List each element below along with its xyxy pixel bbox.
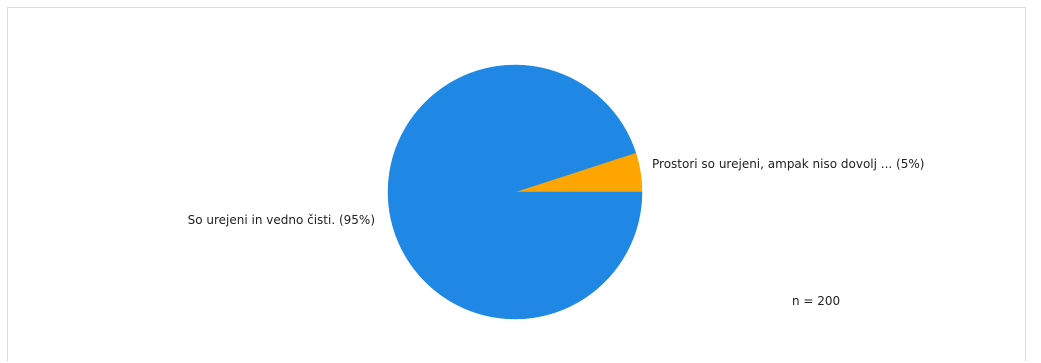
pie-slices xyxy=(387,64,643,320)
sample-size-annotation: n = 200 xyxy=(792,294,840,308)
pie-slice-95 xyxy=(387,64,643,320)
slice-label-5: Prostori so urejeni, ampak niso dovolj .… xyxy=(652,157,924,171)
slice-label-95: So urejeni in vedno čisti. (95%) xyxy=(188,213,375,227)
